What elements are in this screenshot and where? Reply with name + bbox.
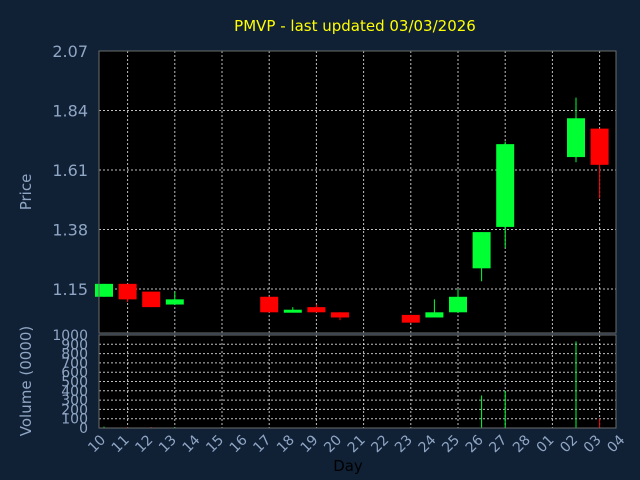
x-tick-label: 19: [298, 432, 322, 456]
volume-axis-label: Volume (0000): [17, 326, 35, 436]
volume-plot-area: [99, 335, 616, 428]
x-tick-label: 21: [345, 432, 369, 456]
candle-body: [449, 296, 467, 313]
volume-tick-label: 800: [61, 347, 88, 363]
candle-body: [567, 118, 585, 158]
x-tick-label: 26: [463, 432, 487, 456]
x-tick-label: 24: [416, 432, 440, 456]
price-plot-area: [99, 51, 616, 333]
x-tick-label: 11: [109, 432, 133, 456]
x-tick-label: 03: [581, 432, 605, 456]
candle-body: [496, 144, 515, 227]
candle-body: [425, 312, 444, 318]
candle-body: [590, 128, 609, 165]
candle-body: [472, 232, 491, 269]
x-tick-label: 10: [85, 432, 109, 456]
price-tick-label: 1.84: [52, 102, 88, 121]
x-tick-label: 28: [510, 432, 534, 456]
candle-body: [401, 314, 420, 323]
x-tick-label: 25: [439, 432, 463, 456]
price-tick-label: 1.61: [52, 161, 88, 180]
volume-tick-label: 500: [61, 375, 88, 391]
x-axis-label: Day: [333, 457, 363, 475]
chart-title: PMVP - last updated 03/03/2026: [234, 17, 476, 35]
volume-plot-frame: [98, 334, 617, 429]
x-tick-label: 22: [368, 432, 392, 456]
candle-body: [307, 307, 326, 313]
x-tick-label: 02: [557, 432, 581, 456]
volume-tick-label: 0: [79, 421, 88, 437]
candle-body: [142, 291, 161, 308]
x-tick-label: 15: [203, 432, 227, 456]
x-tick-label: 16: [227, 432, 251, 456]
volume-tick-label: 600: [61, 365, 88, 381]
candle-body: [260, 296, 279, 313]
volume-tick-label: 1000: [52, 328, 88, 344]
x-tick-label: 01: [534, 432, 558, 456]
candle-body: [331, 312, 349, 318]
x-tick-label: 14: [180, 432, 204, 456]
candle-body: [118, 283, 137, 300]
volume-tick-label: 900: [61, 337, 88, 353]
x-tick-label: 12: [132, 432, 156, 456]
candle-body: [283, 309, 302, 313]
x-tick-label: 27: [486, 432, 510, 456]
price-tick-label: 2.07: [52, 42, 88, 61]
x-tick-label: 23: [392, 432, 416, 456]
candle-body: [95, 283, 113, 297]
candle-body: [165, 299, 184, 305]
price-axis-label: Price: [17, 174, 35, 211]
x-tick-label: 20: [321, 432, 345, 456]
x-tick-label: 18: [274, 432, 298, 456]
price-plot-frame: [98, 50, 617, 334]
volume-tick-label: 100: [61, 412, 88, 428]
x-tick-label: 13: [156, 432, 180, 456]
volume-tick-label: 700: [61, 356, 88, 372]
price-tick-label: 1.38: [52, 221, 88, 240]
price-panel: 2.07 1.84 1.61 1.38 1.15 Price: [17, 42, 617, 334]
volume-tick-label: 300: [61, 393, 88, 409]
volume-tick-label: 400: [61, 384, 88, 400]
volume-tick-label: 200: [61, 402, 88, 418]
x-tick-label: 04: [604, 432, 628, 456]
x-tick-label: 17: [250, 432, 274, 456]
price-tick-label: 1.15: [52, 280, 88, 299]
